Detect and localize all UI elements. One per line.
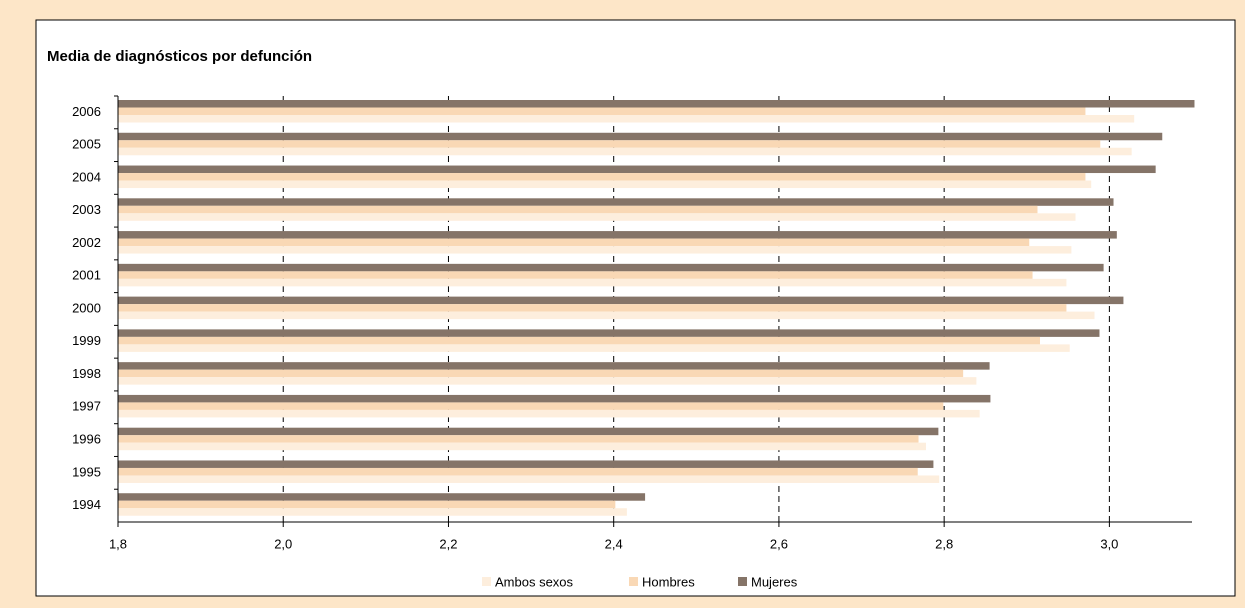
y-tick-label: 2004 [72,169,101,184]
bar [118,147,1132,156]
bar [118,435,919,443]
bar [118,263,1104,272]
bar [118,442,926,451]
bar [118,344,1070,352]
bar [118,467,918,476]
bar [118,460,934,468]
bar [118,100,1195,108]
y-tick-label: 1998 [72,366,101,381]
bar [118,198,1114,206]
bar [118,402,944,410]
bar [118,140,1101,148]
x-tick-label: 3,0 [1100,536,1118,551]
bar [118,336,1040,345]
bar [118,173,1086,181]
bar [118,508,627,516]
y-tick-label: 1996 [72,432,101,447]
y-tick-label: 1995 [72,464,101,479]
bar [118,369,964,378]
legend-swatch [629,577,638,586]
x-tick-label: 2,2 [439,536,457,551]
legend-label: Mujeres [751,574,798,589]
bar [118,304,1067,312]
bar [118,213,1076,221]
x-tick-label: 2,8 [935,536,953,551]
bar [118,362,990,370]
bar [118,427,939,436]
y-tick-label: 2006 [72,104,101,119]
y-tick-label: 2001 [72,268,101,283]
bar [118,475,940,483]
bar [118,329,1100,337]
bar [118,394,991,403]
y-tick-label: 2000 [72,300,101,315]
bar [118,493,646,501]
legend-label: Ambos sexos [495,574,574,589]
y-tick-label: 2003 [72,202,101,217]
bar [118,231,1117,239]
x-tick-label: 2,4 [605,536,623,551]
bar [118,278,1067,287]
y-tick-label: 1994 [72,497,101,512]
bar [118,377,977,385]
y-tick-label: 2002 [72,235,101,250]
y-tick-label: 1999 [72,333,101,348]
bar [118,180,1092,189]
legend-swatch [482,577,491,586]
legend-swatch [738,577,747,586]
bar [118,409,980,418]
bar [118,238,1030,247]
bar [118,132,1163,141]
y-tick-label: 1997 [72,399,101,414]
bar [118,205,1038,214]
bar [118,500,616,509]
chart-title: Media de diagnósticos por defunción [47,48,312,65]
bar [118,296,1124,305]
x-tick-label: 2,6 [770,536,788,551]
bar [118,115,1135,123]
x-tick-label: 1,8 [109,536,127,551]
bar [118,165,1156,174]
x-tick-label: 2,0 [274,536,292,551]
bar [118,311,1095,320]
bar [118,107,1086,115]
legend-label: Hombres [642,574,695,589]
y-tick-label: 2005 [72,137,101,152]
bar [118,271,1033,279]
bar [118,246,1072,254]
